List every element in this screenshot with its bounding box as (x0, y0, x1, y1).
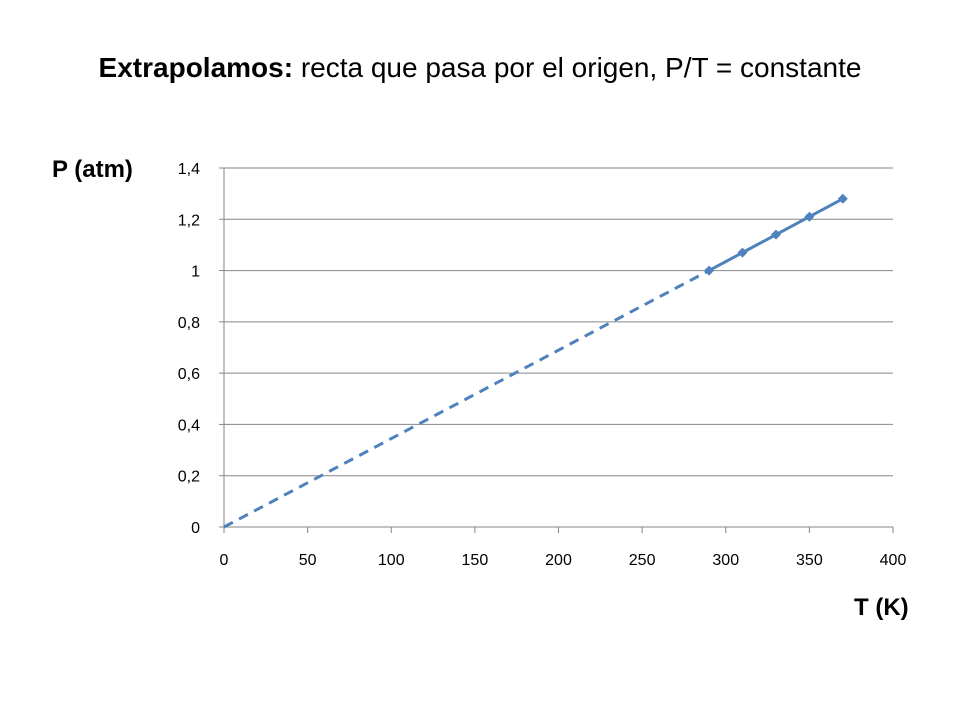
y-tick-label: 0,8 (178, 315, 200, 332)
y-tick-label: 1,4 (178, 161, 200, 178)
tick-labels: 0 0,2 0,4 0,6 0,8 1 1,2 1,4 0 50 100 150 200 250 300 35… (178, 161, 907, 569)
series-group (223, 193, 848, 529)
x-tick-label: 50 (299, 552, 317, 569)
extrapolation-line (223, 269, 710, 529)
y-tick-label: 1,2 (178, 212, 200, 229)
gridlines (224, 167, 893, 477)
x-tick-label: 100 (378, 552, 405, 569)
x-tick-label: 300 (712, 552, 739, 569)
x-tick-label: 200 (545, 552, 572, 569)
data-point-marker (770, 229, 781, 240)
y-tick-label: 0,4 (178, 417, 200, 434)
y-axis-label: P (atm) (52, 156, 133, 183)
y-tick-label: 0,2 (178, 469, 200, 486)
x-tick-label: 350 (796, 552, 823, 569)
x-tick-label: 250 (629, 552, 656, 569)
x-tick-label: 150 (462, 552, 489, 569)
title-rest: recta que pasa por el origen, P/T = cons… (293, 52, 862, 83)
y-tick-label: 0 (191, 520, 200, 537)
axes (219, 167, 894, 533)
y-tick-label: 0,6 (178, 366, 200, 383)
x-tick-label: 400 (880, 552, 907, 569)
x-axis-label: T (K) (854, 594, 909, 621)
x-tick-label: 0 (220, 552, 229, 569)
data-point-marker (737, 247, 748, 258)
title-bold: Extrapolamos: (98, 52, 294, 83)
data-point-marker (804, 211, 815, 222)
slide-title: Extrapolamos: recta que pasa por el orig… (0, 52, 960, 84)
y-tick-label: 1 (191, 264, 200, 281)
data-point-marker (837, 193, 848, 204)
